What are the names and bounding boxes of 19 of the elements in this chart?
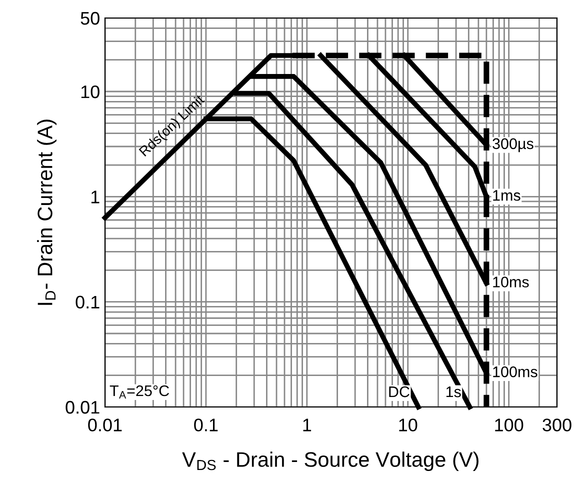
x-axis-title: V$_{DS}$ - Drain - Source Voltage (V) — [182, 452, 478, 472]
y-tick-label: 1 — [91, 190, 100, 204]
annotation: 100ms — [493, 366, 538, 378]
x-tick-label: 300 — [542, 418, 572, 432]
y-tick-label: 10 — [81, 85, 100, 98]
annotation: 300µs — [492, 138, 534, 152]
annotation: 1s — [446, 386, 461, 398]
x-tick-label: 100 — [495, 418, 524, 432]
x-tick-label: 10 — [399, 418, 418, 432]
annotation: 10ms — [493, 276, 529, 288]
x-tick-label: 0.1 — [194, 418, 218, 432]
y-tick-label: 0.01 — [66, 400, 100, 414]
annotation: 1ms — [493, 190, 520, 201]
x-tick-label: 1 — [303, 418, 312, 432]
y-axis-title: I$_{D}$- Drain Current (A) — [37, 120, 56, 305]
annotation: T$_{A}$=25°C — [110, 385, 170, 398]
annotation: DC — [389, 386, 410, 398]
y-tick-label: 50 — [80, 12, 100, 25]
y-tick-label: 0.1 — [76, 296, 100, 309]
